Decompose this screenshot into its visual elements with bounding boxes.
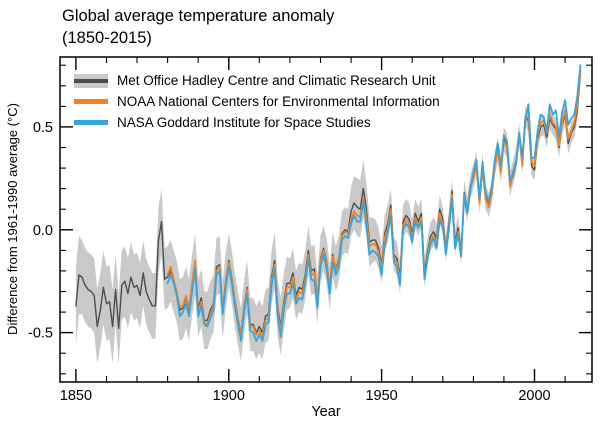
x-tick-label: 2000	[518, 388, 550, 404]
legend-label-nasa: NASA Goddard Institute for Space Studies	[117, 115, 371, 130]
legend-label-hadcrut: Met Office Hadley Centre and Climatic Re…	[117, 73, 436, 88]
nasa-line-swatch	[74, 120, 108, 125]
nasa-line	[166, 64, 582, 342]
chart-title-line-2: (1850-2015)	[62, 29, 152, 47]
chart-title-line-1: Global average temperature anomaly	[62, 7, 335, 25]
chart-title: Global average temperature anomaly (1850…	[62, 5, 334, 49]
plot-border	[59, 56, 593, 383]
y-axis-title: Difference from 1961-1990 average (°C)	[5, 103, 20, 335]
noaa-line-swatch	[74, 99, 108, 104]
hadcrut-uncertainty-swatch	[74, 73, 108, 88]
x-tick-label: 1850	[60, 388, 92, 404]
legend-item-noaa: NOAA National Centers for Environmental …	[74, 91, 440, 112]
legend-item-hadcrut: Met Office Hadley Centre and Climatic Re…	[74, 70, 440, 91]
y-tick-label: -0.5	[28, 326, 53, 342]
legend: Met Office Hadley Centre and Climatic Re…	[74, 70, 440, 133]
y-tick-label: 0.5	[33, 120, 53, 136]
legend-label-noaa: NOAA National Centers for Environmental …	[117, 94, 440, 109]
hadcrut-line-swatch	[74, 78, 108, 83]
y-tick-label: 0.0	[33, 223, 53, 239]
x-tick-label: 1900	[213, 388, 245, 404]
x-axis-title: Year	[311, 404, 341, 420]
uncertainty-band	[75, 63, 581, 364]
legend-item-nasa: NASA Goddard Institute for Space Studies	[74, 112, 440, 133]
x-tick-label: 1950	[365, 388, 397, 404]
